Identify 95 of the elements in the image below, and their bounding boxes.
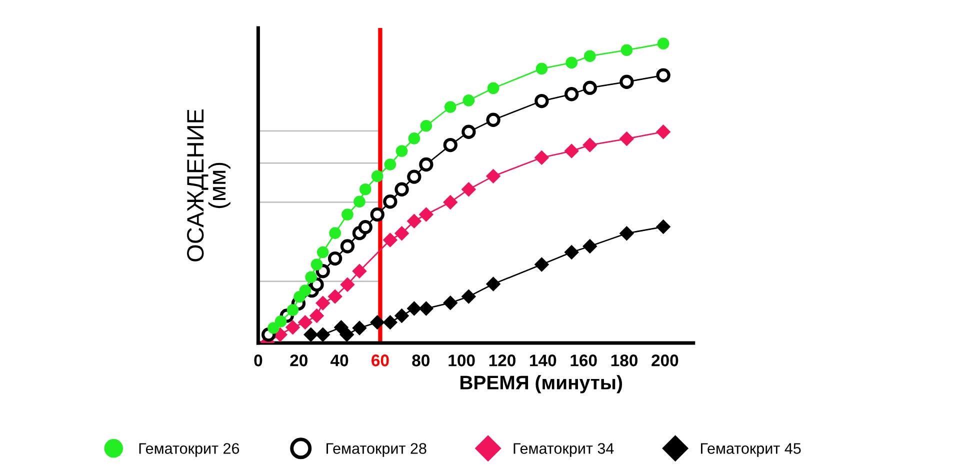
point (462, 94, 475, 106)
x-tick-label: 20 (290, 354, 308, 366)
legend-label: Гематокрит 45 (700, 443, 801, 457)
point (286, 304, 299, 316)
point (299, 284, 312, 296)
point (620, 74, 634, 89)
point (582, 138, 598, 152)
point (370, 207, 384, 222)
point (407, 170, 422, 184)
x-tick-label: 100 (448, 354, 475, 366)
point (536, 62, 548, 75)
point (359, 183, 372, 196)
y-axis-title: ОСАЖДЕНИЕ (мм) (187, 110, 230, 262)
x-tick-label: 120 (489, 354, 516, 366)
point (316, 296, 330, 310)
point (394, 226, 409, 241)
point (418, 207, 434, 222)
point (383, 194, 398, 209)
point (656, 220, 671, 234)
legend-label: Гематокрит 34 (514, 443, 614, 457)
point (420, 120, 432, 132)
point (328, 251, 342, 266)
point (286, 320, 300, 335)
point (310, 258, 323, 270)
point (382, 315, 398, 330)
point (534, 94, 549, 108)
point (298, 315, 312, 330)
point (566, 56, 578, 69)
legend-label: Гематокрит 26 (139, 443, 240, 457)
point (461, 289, 476, 304)
point (316, 327, 330, 342)
point (352, 320, 367, 336)
x-tick-label: 0 (254, 354, 262, 366)
point (619, 226, 634, 241)
x-tick-label: 80 (412, 354, 430, 366)
point (418, 301, 434, 316)
point (396, 145, 408, 157)
point (487, 82, 500, 94)
point (310, 278, 324, 292)
x-axis-title: ВРЕМЯ (минуты) (460, 375, 622, 394)
point (406, 214, 422, 228)
point (342, 208, 354, 220)
point (443, 296, 458, 310)
point (564, 144, 579, 158)
point (358, 220, 372, 234)
point (394, 182, 409, 196)
point (564, 245, 579, 260)
point (564, 87, 579, 102)
point (444, 101, 456, 113)
point (305, 271, 317, 284)
x-tick-label: 160 (570, 354, 597, 366)
point (370, 315, 385, 330)
point (406, 301, 422, 316)
point (268, 322, 280, 334)
point (462, 124, 476, 139)
point (620, 44, 633, 56)
point (329, 227, 341, 239)
x-tick-label: 200 (652, 354, 678, 366)
point (354, 196, 366, 208)
point (408, 132, 420, 144)
point (443, 138, 458, 152)
point (534, 257, 549, 272)
point (534, 150, 549, 165)
point (486, 168, 501, 184)
legend-label: Гематокрит 28 (326, 443, 426, 457)
point (371, 170, 384, 182)
x-tick-label: 180 (611, 354, 638, 366)
point (334, 320, 348, 335)
point (340, 277, 355, 292)
point (619, 132, 634, 146)
point (419, 157, 434, 172)
point (340, 327, 354, 342)
point (352, 264, 367, 278)
point (656, 68, 670, 82)
point (656, 124, 671, 140)
x-tick-label: 140 (530, 354, 556, 366)
point (443, 195, 458, 210)
point (582, 80, 597, 95)
point (304, 327, 318, 342)
point (461, 182, 476, 197)
point (584, 50, 596, 62)
point (382, 232, 398, 248)
point (316, 246, 329, 258)
point (274, 316, 287, 328)
point (340, 239, 355, 254)
point (310, 308, 324, 323)
point (394, 308, 409, 323)
x-tick-label: 60 (372, 354, 389, 366)
point (328, 289, 342, 304)
point (657, 38, 670, 50)
x-tick-label: 40 (330, 354, 348, 366)
point (384, 158, 396, 170)
point (486, 112, 500, 127)
point (486, 276, 501, 292)
point (582, 239, 598, 254)
